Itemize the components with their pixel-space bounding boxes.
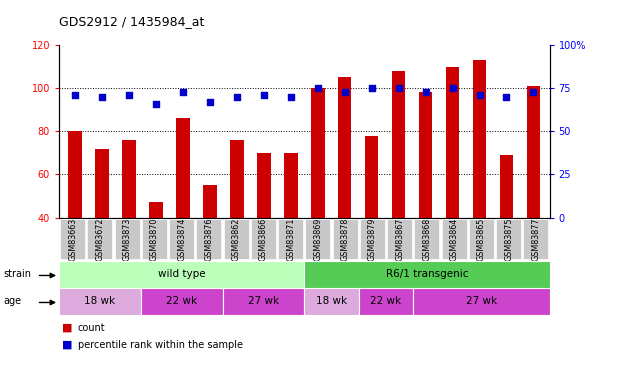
- Text: GSM83870: GSM83870: [150, 217, 159, 261]
- Point: [178, 88, 188, 94]
- Bar: [446, 67, 460, 218]
- Bar: [338, 77, 351, 218]
- Bar: [230, 140, 243, 218]
- Text: strain: strain: [3, 269, 31, 279]
- Bar: [68, 131, 82, 218]
- Text: 18 wk: 18 wk: [316, 296, 347, 306]
- Bar: [365, 136, 378, 218]
- Text: 27 wk: 27 wk: [248, 296, 279, 306]
- Bar: [387, 219, 412, 260]
- Bar: [311, 88, 325, 218]
- Bar: [149, 202, 163, 217]
- Bar: [142, 219, 167, 260]
- Text: percentile rank within the sample: percentile rank within the sample: [78, 340, 243, 350]
- Text: GSM83873: GSM83873: [122, 217, 132, 261]
- Point: [259, 92, 269, 98]
- Point: [474, 92, 484, 98]
- Bar: [141, 288, 222, 315]
- Bar: [304, 288, 359, 315]
- Bar: [524, 219, 548, 260]
- Text: GSM83875: GSM83875: [504, 217, 513, 261]
- Point: [70, 92, 80, 98]
- Point: [313, 85, 323, 91]
- Bar: [360, 219, 385, 260]
- Text: GSM83862: GSM83862: [232, 217, 241, 261]
- Bar: [88, 219, 112, 260]
- Bar: [59, 261, 304, 288]
- Bar: [500, 155, 513, 218]
- Bar: [224, 219, 248, 260]
- Text: age: age: [3, 296, 21, 306]
- Bar: [414, 288, 550, 315]
- Point: [448, 85, 458, 91]
- Bar: [304, 261, 550, 288]
- Text: GSM83871: GSM83871: [286, 217, 295, 261]
- Point: [232, 94, 242, 100]
- Bar: [469, 219, 494, 260]
- Text: R6/1 transgenic: R6/1 transgenic: [386, 269, 468, 279]
- Bar: [115, 219, 140, 260]
- Text: GDS2912 / 1435984_at: GDS2912 / 1435984_at: [59, 15, 204, 28]
- Text: GSM83874: GSM83874: [177, 217, 186, 261]
- Bar: [278, 219, 303, 260]
- Text: GSM83864: GSM83864: [450, 217, 459, 261]
- Text: ■: ■: [62, 323, 73, 333]
- Text: 22 wk: 22 wk: [166, 296, 197, 306]
- Bar: [414, 219, 440, 260]
- Text: GSM83876: GSM83876: [204, 217, 214, 261]
- Bar: [169, 219, 194, 260]
- Bar: [392, 71, 406, 217]
- Point: [205, 99, 215, 105]
- Bar: [333, 219, 358, 260]
- Bar: [196, 219, 222, 260]
- Point: [286, 94, 296, 100]
- Bar: [527, 86, 540, 218]
- Bar: [59, 288, 141, 315]
- Point: [97, 94, 107, 100]
- Text: GSM83869: GSM83869: [314, 217, 322, 261]
- Point: [151, 100, 161, 106]
- Text: GSM83866: GSM83866: [259, 217, 268, 261]
- Text: wild type: wild type: [158, 269, 206, 279]
- Bar: [257, 153, 271, 218]
- Bar: [176, 118, 190, 218]
- Text: GSM83868: GSM83868: [422, 217, 432, 261]
- Bar: [203, 185, 217, 218]
- Bar: [122, 140, 136, 218]
- Bar: [60, 219, 85, 260]
- Text: GSM83879: GSM83879: [368, 217, 377, 261]
- Text: 22 wk: 22 wk: [371, 296, 402, 306]
- Text: 18 wk: 18 wk: [84, 296, 116, 306]
- Text: count: count: [78, 323, 105, 333]
- Bar: [306, 219, 330, 260]
- Bar: [251, 219, 276, 260]
- Bar: [96, 148, 109, 217]
- Bar: [359, 288, 414, 315]
- Point: [420, 88, 430, 94]
- Point: [502, 94, 512, 100]
- Text: ■: ■: [62, 340, 73, 350]
- Point: [367, 85, 377, 91]
- Text: GSM83877: GSM83877: [532, 217, 540, 261]
- Bar: [419, 93, 432, 218]
- Bar: [284, 153, 297, 218]
- Bar: [496, 219, 521, 260]
- Point: [394, 85, 404, 91]
- Bar: [222, 288, 304, 315]
- Text: 27 wk: 27 wk: [466, 296, 497, 306]
- Point: [528, 88, 538, 94]
- Bar: [473, 60, 486, 217]
- Point: [340, 88, 350, 94]
- Bar: [442, 219, 467, 260]
- Point: [124, 92, 134, 98]
- Text: GSM83672: GSM83672: [96, 217, 104, 261]
- Text: GSM83878: GSM83878: [341, 217, 350, 261]
- Text: GSM83865: GSM83865: [477, 217, 486, 261]
- Text: GSM83867: GSM83867: [395, 217, 404, 261]
- Text: GSM83663: GSM83663: [68, 217, 77, 261]
